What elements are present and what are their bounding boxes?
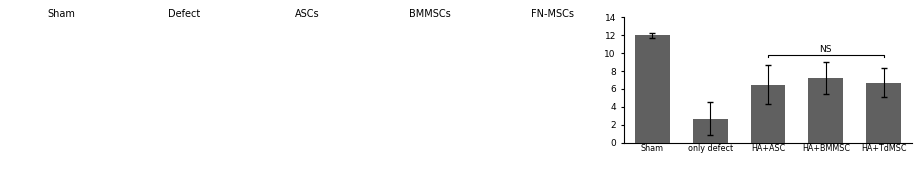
Bar — [867, 83, 900, 143]
Bar — [635, 35, 669, 143]
Bar — [751, 85, 785, 143]
Bar — [809, 78, 843, 143]
Text: FN-MSCs: FN-MSCs — [532, 9, 574, 19]
Bar — [693, 118, 727, 143]
Text: ASCs: ASCs — [295, 9, 319, 19]
Text: BMMSCs: BMMSCs — [409, 9, 451, 19]
Text: Defect: Defect — [168, 9, 201, 19]
Text: Sham: Sham — [48, 9, 75, 19]
Text: NS: NS — [820, 45, 832, 54]
